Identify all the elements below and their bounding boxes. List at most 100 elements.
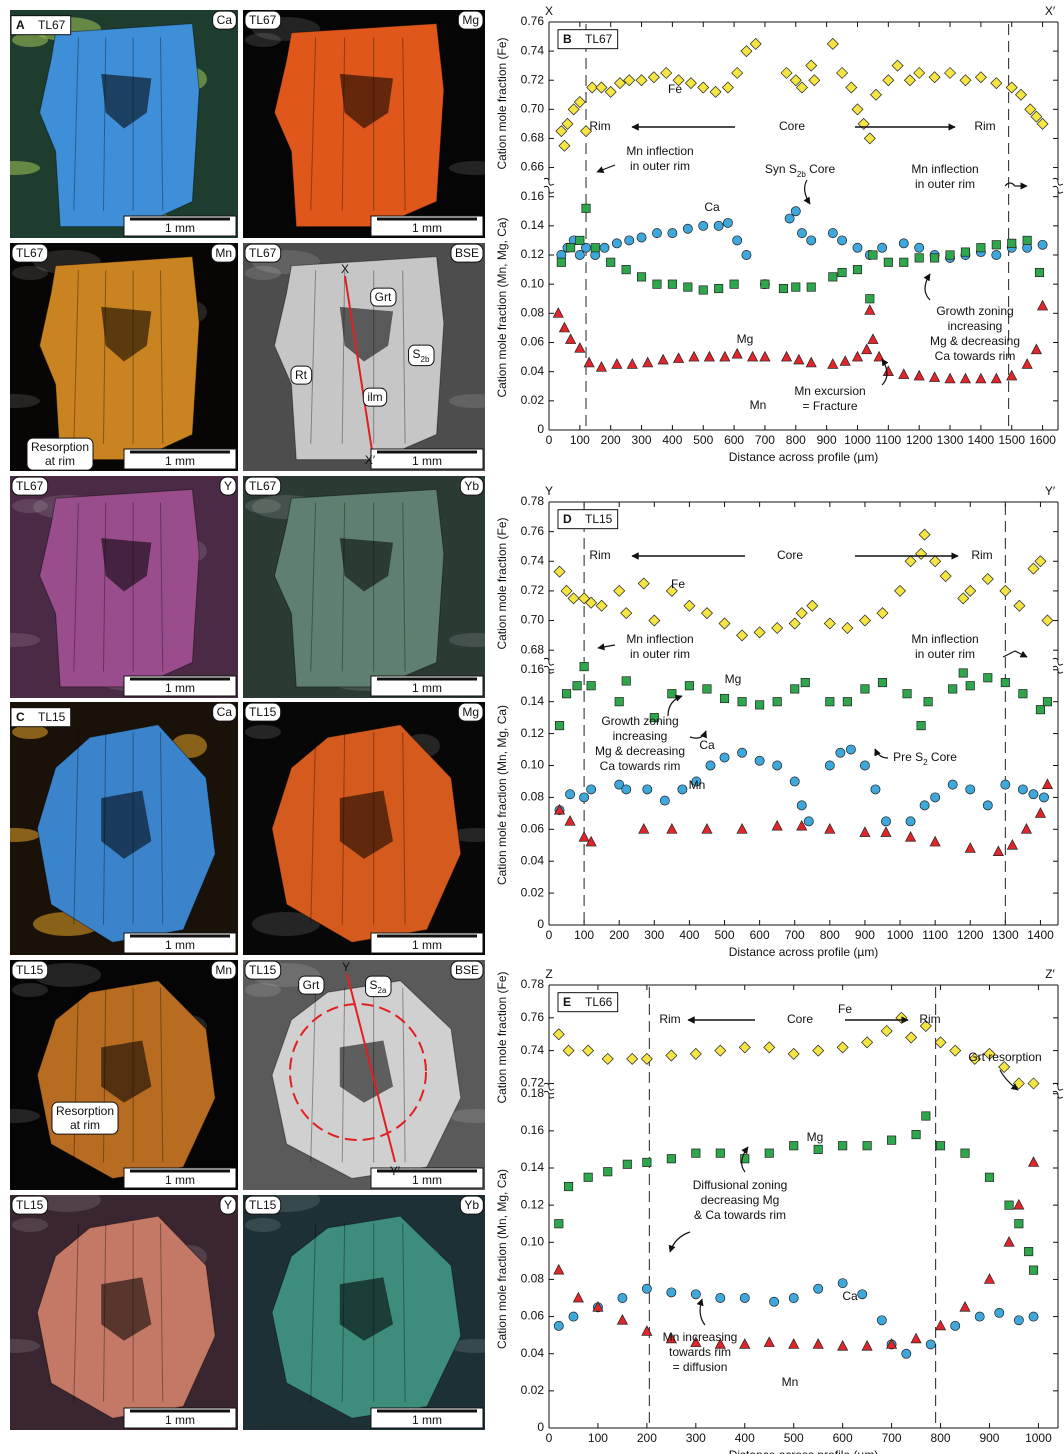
x-tick-label: 200: [637, 1431, 657, 1445]
data-point: [713, 220, 724, 231]
scale-text: 1 mm: [165, 454, 195, 468]
data-point: [881, 816, 891, 827]
micrograph: C TL15 Ca 1 mm: [10, 702, 238, 955]
data-point: [789, 1141, 799, 1151]
data-point: [736, 629, 749, 642]
micrograph: TL67 Mg 1 mm: [243, 10, 485, 238]
data-point: [859, 826, 871, 837]
data-point: [806, 282, 816, 292]
element-label: Mn: [210, 243, 237, 263]
chart-title: D TL15: [557, 509, 619, 530]
data-point: [701, 823, 713, 834]
note-text: Y: [342, 960, 350, 974]
data-point: [868, 250, 878, 260]
annotation: Mn inflection: [626, 144, 693, 158]
sample-label-box: [244, 702, 282, 722]
data-point: [869, 88, 882, 101]
sample-label: TL15: [11, 1195, 49, 1215]
data-point: [684, 77, 697, 90]
crack: [73, 37, 79, 211]
x-tick-label: 600: [724, 433, 744, 447]
data-point: [983, 1273, 996, 1284]
data-point: [1039, 792, 1049, 803]
sample-label: TL15: [11, 960, 49, 980]
data-point: [560, 584, 573, 597]
profile-end: Z′: [1045, 967, 1055, 981]
data-point: [552, 1028, 565, 1041]
matrix-grain: [449, 1109, 485, 1123]
data-point: [749, 37, 762, 50]
sample-text: TL15: [249, 1198, 277, 1212]
x-tick-label: 400: [679, 928, 699, 942]
data-point: [1030, 343, 1042, 355]
data-point: [959, 1301, 971, 1312]
sample-label-box: [11, 243, 49, 263]
sample-label-box: [11, 960, 49, 980]
data-point: [581, 242, 591, 253]
matrix-grain: [245, 725, 281, 739]
data-point: [913, 66, 926, 79]
data-point: [959, 372, 972, 384]
text-part: Syn S: [765, 162, 797, 176]
x-axis-label: Distance across profile (µm): [729, 945, 879, 959]
data-point: [580, 125, 593, 138]
matrix-grain: [245, 266, 281, 280]
data-point: [641, 1325, 653, 1336]
data-point: [579, 792, 590, 803]
series-label: Mn: [750, 398, 767, 412]
chart-title-box: [557, 992, 619, 1013]
pointer-arrow: [881, 358, 889, 386]
element-text: Mn: [215, 963, 232, 977]
note-text: Rt: [295, 368, 308, 382]
data-point: [780, 66, 793, 79]
data-point: [621, 676, 631, 686]
data-point: [554, 721, 565, 731]
y-tick-label: 0.70: [521, 101, 545, 115]
data-point: [902, 689, 912, 699]
data-point: [649, 713, 659, 723]
data-point: [983, 673, 993, 683]
scale-text: 1 mm: [165, 1173, 195, 1187]
x-tick-label: 900: [855, 928, 875, 942]
data-point: [1013, 599, 1026, 612]
data-point: [837, 1340, 849, 1351]
data-point: [572, 1291, 584, 1303]
data-point: [805, 59, 818, 72]
x-tick-label: 1400: [1027, 928, 1054, 942]
data-point: [755, 700, 765, 710]
y-axis-label: Cation mole fraction (Fe): [495, 971, 509, 1103]
data-point: [553, 1263, 565, 1275]
garnet-core-inclusions: [101, 1277, 152, 1341]
data-point: [788, 617, 801, 630]
data-point: [836, 66, 849, 79]
scale-bar-box: [370, 1167, 484, 1189]
micrograph: A TL67 Ca 1 mm: [10, 10, 238, 238]
scale-bar-box: [123, 675, 237, 697]
pointer-arrow: [1002, 650, 1028, 658]
data-point: [842, 697, 852, 707]
data-point: [665, 584, 678, 597]
x-tick-label: 1400: [968, 433, 995, 447]
annotation: Ca towards rim: [935, 349, 1016, 363]
series-label: Ca: [699, 738, 715, 752]
data-point: [691, 776, 702, 787]
data-point: [1000, 677, 1010, 688]
y-tick-label: 0.12: [521, 1197, 545, 1211]
data-point: [665, 1332, 677, 1344]
data-point: [789, 74, 802, 87]
image-note: ilm: [362, 387, 388, 407]
element-text: Mg: [462, 13, 479, 27]
data-point: [590, 243, 600, 253]
data-point: [930, 792, 941, 803]
data-point: [1030, 110, 1043, 123]
data-point: [732, 235, 743, 246]
note-box: [365, 975, 392, 998]
panel-title: TL67: [38, 18, 66, 32]
x-tick-label: 1500: [998, 433, 1025, 447]
sample-text: TL67: [16, 479, 44, 493]
data-point: [565, 789, 576, 800]
data-point: [915, 547, 928, 560]
data-point: [965, 681, 975, 691]
note-box: [26, 437, 94, 471]
